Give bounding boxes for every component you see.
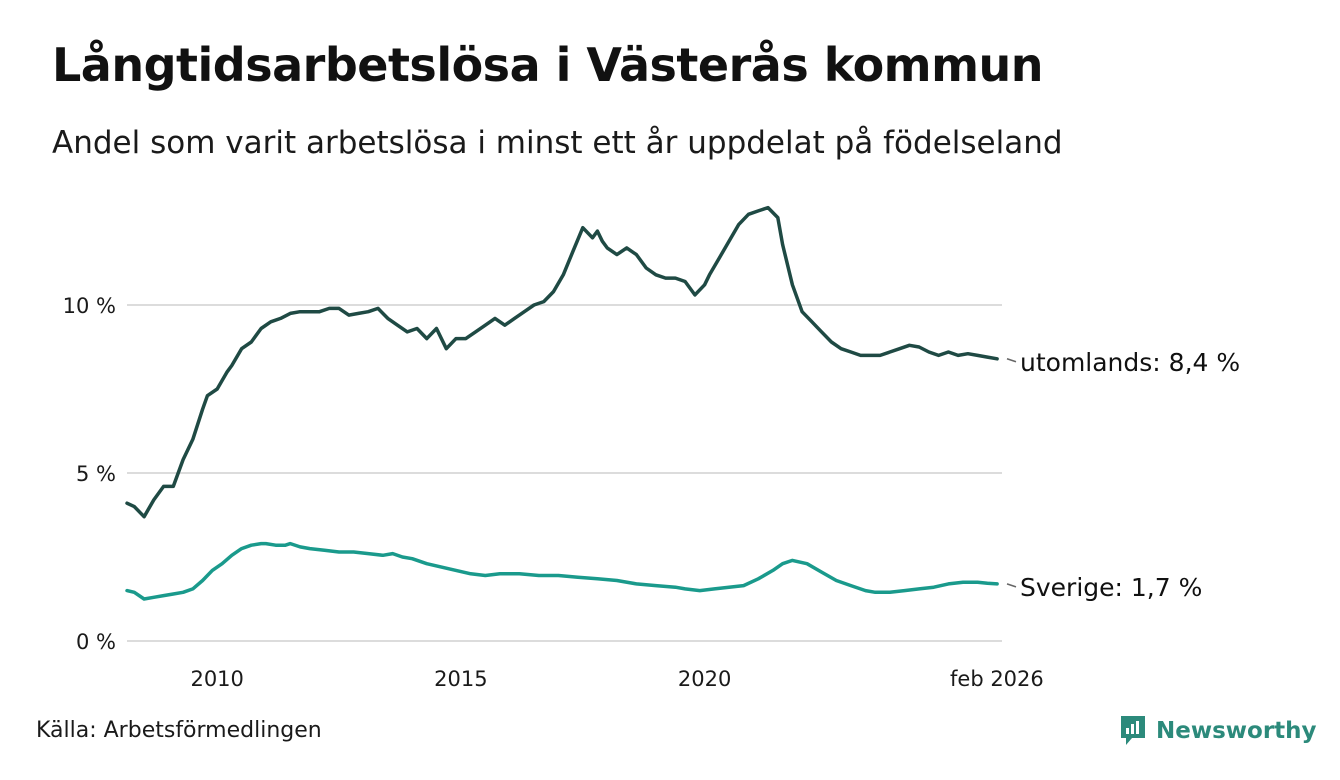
series-labels: utomlands: 8,4 % Sverige: 1,7 %: [1006, 348, 1240, 602]
brand-name: Newsworthy: [1156, 718, 1317, 744]
source-note: Källa: Arbetsförmedlingen: [36, 718, 322, 743]
y-tick-label: 10 %: [63, 294, 116, 318]
series-line-sverige: [125, 541, 999, 601]
series-label-connector: [1006, 583, 1017, 588]
series-label-connector: [1006, 358, 1017, 363]
chart-title: Långtidsarbetslösa i Västerås kommun: [52, 38, 1044, 92]
x-tick-label: feb 2026: [950, 667, 1044, 691]
line-chart: 0 % 5 % 10 % 2010 2015 2020 feb 2026 utomland…: [63, 205, 1240, 691]
y-tick-label: 5 %: [76, 462, 116, 486]
x-tick-label: 2010: [190, 667, 243, 691]
newsworthy-icon: [1121, 716, 1145, 745]
series-line-utomlands: [125, 205, 999, 519]
newsworthy-logo: Newsworthy: [1118, 714, 1317, 748]
x-tick-label: 2020: [678, 667, 731, 691]
series-label-sverige: Sverige: 1,7 %: [1020, 573, 1202, 602]
x-tick-label: 2015: [434, 667, 487, 691]
chart-subtitle: Andel som varit arbetslösa i minst ett å…: [52, 125, 1063, 161]
y-tick-label: 0 %: [76, 630, 116, 654]
gridlines: [127, 304, 1002, 642]
x-axis-ticks: 2010 2015 2020 feb 2026: [190, 667, 1043, 691]
y-axis-ticks: 0 % 5 % 10 %: [63, 294, 116, 654]
series-label-utomlands: utomlands: 8,4 %: [1020, 348, 1240, 377]
series-lines: [125, 205, 999, 601]
